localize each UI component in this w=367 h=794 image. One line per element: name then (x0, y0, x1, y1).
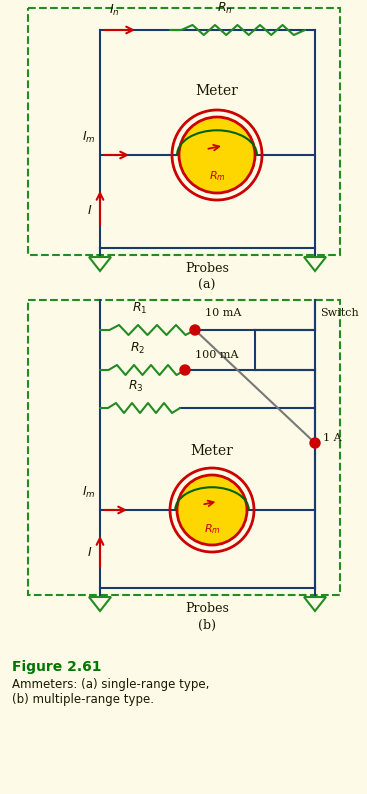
Text: 10 mA: 10 mA (205, 308, 241, 318)
Text: $I$: $I$ (87, 545, 92, 558)
Text: $I_m$: $I_m$ (83, 485, 96, 500)
Circle shape (177, 475, 247, 545)
Text: Probes: Probes (185, 262, 229, 275)
Circle shape (180, 365, 190, 375)
Circle shape (179, 117, 255, 193)
Text: Probes: Probes (185, 602, 229, 615)
Text: $I$: $I$ (87, 203, 92, 217)
Text: $R_m$: $R_m$ (208, 169, 225, 183)
Text: (b) multiple-range type.: (b) multiple-range type. (12, 693, 154, 706)
Text: Meter: Meter (196, 84, 239, 98)
Text: (b): (b) (198, 619, 216, 632)
Text: Switch: Switch (320, 308, 359, 318)
Text: 1 A: 1 A (323, 433, 342, 443)
Text: $R_n$: $R_n$ (217, 1, 233, 16)
Text: $I_n$: $I_n$ (109, 3, 119, 18)
Text: Ammeters: (a) single-range type,: Ammeters: (a) single-range type, (12, 678, 210, 691)
Text: Meter: Meter (190, 444, 233, 458)
Text: 100 mA: 100 mA (195, 350, 239, 360)
Bar (28, 300, 340, 595)
Circle shape (310, 438, 320, 448)
Text: $R_2$: $R_2$ (130, 341, 146, 356)
Text: $I_m$: $I_m$ (83, 130, 96, 145)
Text: Figure 2.61: Figure 2.61 (12, 660, 102, 674)
Bar (28, 8, 340, 255)
Text: (a): (a) (198, 279, 216, 292)
Text: $R_m$: $R_m$ (204, 522, 220, 536)
Text: $R_1$: $R_1$ (132, 301, 148, 316)
Text: $R_3$: $R_3$ (128, 379, 144, 394)
Circle shape (190, 325, 200, 335)
